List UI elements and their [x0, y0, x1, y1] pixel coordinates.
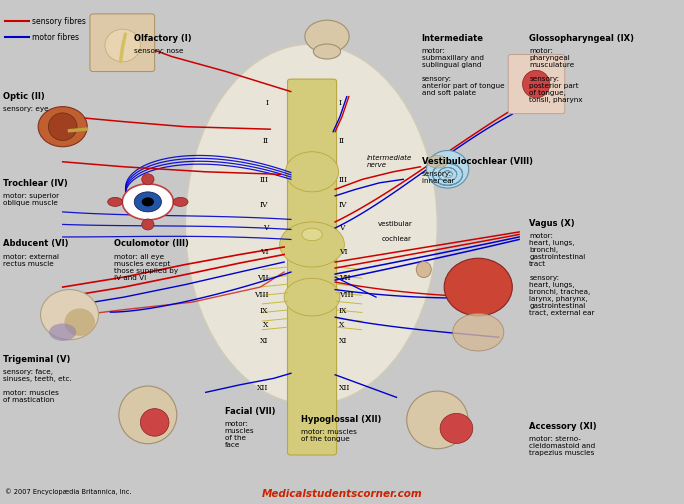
Text: Optic (II): Optic (II) [3, 92, 45, 101]
Text: III: III [259, 176, 268, 184]
Ellipse shape [305, 20, 349, 53]
Text: motor: all eye
muscles except
those supplied by
IV and VI: motor: all eye muscles except those supp… [114, 254, 178, 281]
Text: sensory: eye: sensory: eye [3, 106, 49, 112]
Ellipse shape [173, 198, 188, 207]
Text: Intermediate: Intermediate [422, 34, 484, 43]
Text: II: II [263, 137, 268, 145]
Text: motor: sterno-
cleidomastoid and
trapezius muscles: motor: sterno- cleidomastoid and trapezi… [529, 436, 596, 457]
Ellipse shape [107, 198, 122, 207]
Text: sensory: nose: sensory: nose [134, 48, 184, 54]
Ellipse shape [444, 258, 512, 316]
Text: VII: VII [257, 274, 268, 282]
Text: motor: superior
oblique muscle: motor: superior oblique muscle [3, 194, 60, 206]
Ellipse shape [280, 222, 344, 267]
Text: VII: VII [339, 274, 350, 282]
Ellipse shape [122, 184, 174, 220]
Ellipse shape [426, 151, 469, 188]
Text: V: V [263, 224, 268, 232]
Ellipse shape [313, 44, 341, 59]
Ellipse shape [142, 198, 154, 207]
Text: sensory:
inner ear: sensory: inner ear [422, 171, 454, 184]
Ellipse shape [284, 278, 340, 316]
Text: IV: IV [260, 201, 268, 209]
Text: Vestibulocochlear (VIII): Vestibulocochlear (VIII) [422, 157, 533, 166]
Ellipse shape [140, 409, 169, 436]
Ellipse shape [64, 308, 95, 336]
Text: motor: external
rectus muscle: motor: external rectus muscle [3, 254, 60, 267]
Ellipse shape [285, 152, 339, 192]
Text: vestibular: vestibular [378, 221, 412, 227]
Text: motor:
pharyngeal
musculature

sensory:
posterior part
of tongue,
tonsil, pharyn: motor: pharyngeal musculature sensory: p… [529, 48, 583, 103]
Ellipse shape [427, 156, 447, 168]
Text: intermediate
nerve: intermediate nerve [367, 155, 412, 168]
Text: IX: IX [260, 306, 268, 314]
Text: motor:
submaxillary and
sublingual gland

sensory:
anterior part of tongue
and s: motor: submaxillary and sublingual gland… [422, 48, 504, 96]
Text: Trigeminal (V): Trigeminal (V) [3, 355, 71, 364]
Ellipse shape [523, 70, 550, 98]
Ellipse shape [38, 107, 88, 147]
Ellipse shape [142, 219, 154, 230]
Text: XII: XII [339, 385, 350, 392]
Text: I: I [339, 99, 341, 107]
Ellipse shape [185, 44, 437, 405]
Ellipse shape [417, 262, 431, 278]
Ellipse shape [134, 192, 161, 212]
Text: Accessory (XI): Accessory (XI) [529, 422, 597, 431]
Text: Facial (VII): Facial (VII) [225, 407, 276, 416]
Text: VIII: VIII [254, 291, 268, 298]
Text: Oculomotor (III): Oculomotor (III) [114, 239, 189, 248]
Text: Abducent (VI): Abducent (VI) [3, 239, 69, 248]
Text: IV: IV [339, 201, 347, 209]
Text: III: III [339, 176, 347, 184]
Text: XI: XI [339, 337, 347, 345]
Ellipse shape [453, 313, 504, 351]
Text: Hypoglossal (XII): Hypoglossal (XII) [301, 415, 382, 424]
Text: sensory fibres: sensory fibres [32, 17, 86, 26]
Text: Medicalstudentscorner.com: Medicalstudentscorner.com [262, 488, 422, 498]
Text: VI: VI [339, 248, 347, 256]
Text: XII: XII [257, 385, 268, 392]
Ellipse shape [49, 324, 77, 341]
Text: motor:
muscles
of the
face: motor: muscles of the face [225, 421, 254, 449]
Text: cochlear: cochlear [382, 236, 411, 242]
Ellipse shape [302, 228, 322, 241]
FancyBboxPatch shape [90, 14, 155, 72]
Ellipse shape [40, 290, 98, 340]
Text: motor:
heart, lungs,
bronchi,
gastrointestinal
tract

sensory:
heart, lungs,
bro: motor: heart, lungs, bronchi, gastrointe… [529, 233, 595, 317]
Text: II: II [339, 137, 345, 145]
Ellipse shape [142, 174, 154, 185]
Text: VIII: VIII [339, 291, 353, 298]
Text: X: X [263, 321, 268, 329]
Text: © 2007 Encyclopædia Britannica, Inc.: © 2007 Encyclopædia Britannica, Inc. [5, 488, 131, 495]
Text: XI: XI [260, 337, 268, 345]
Ellipse shape [407, 391, 468, 449]
Text: motor fibres: motor fibres [32, 33, 79, 42]
Text: motor: muscles
of the tongue: motor: muscles of the tongue [301, 429, 357, 442]
Text: sensory: face,
sinuses, teeth, etc.

motor: muscles
of mastication: sensory: face, sinuses, teeth, etc. moto… [3, 369, 73, 403]
FancyBboxPatch shape [508, 54, 565, 114]
Text: Olfactory (I): Olfactory (I) [134, 34, 192, 43]
Text: V: V [339, 224, 344, 232]
Ellipse shape [49, 113, 77, 141]
Ellipse shape [119, 386, 176, 444]
Ellipse shape [105, 29, 140, 62]
Text: X: X [339, 321, 344, 329]
Text: VI: VI [260, 248, 268, 256]
Text: Vagus (X): Vagus (X) [529, 219, 575, 228]
Text: IX: IX [339, 306, 347, 314]
Text: Glossopharyngeal (IX): Glossopharyngeal (IX) [529, 34, 634, 43]
Ellipse shape [440, 413, 473, 444]
FancyBboxPatch shape [287, 79, 337, 455]
Text: Trochlear (IV): Trochlear (IV) [3, 179, 68, 188]
Text: I: I [265, 99, 268, 107]
